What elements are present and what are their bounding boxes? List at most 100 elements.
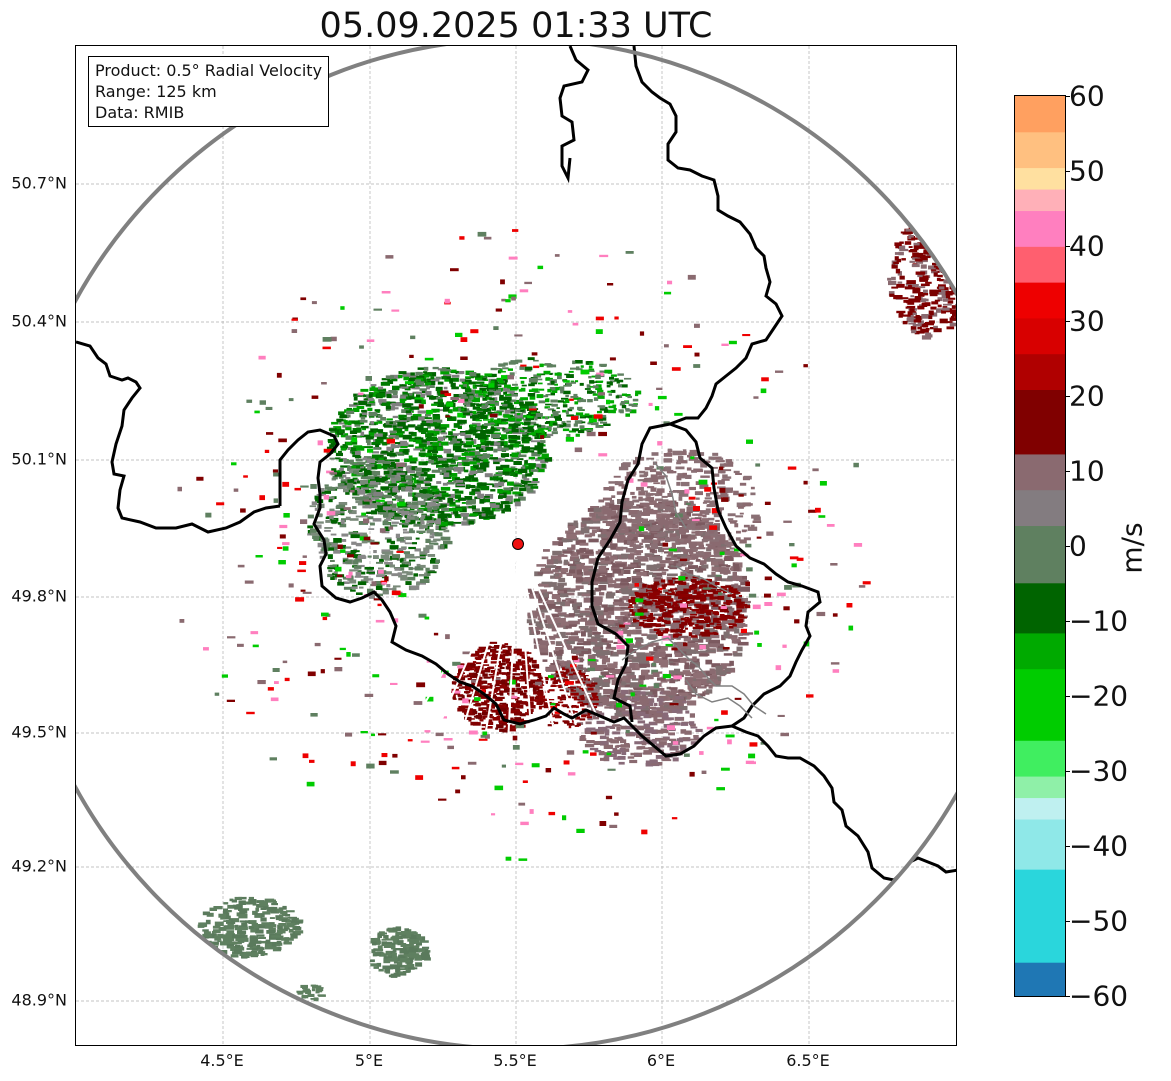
echo-cell (399, 418, 406, 421)
echo-cell (604, 729, 610, 733)
echo-cell (362, 410, 368, 416)
echo-cell (649, 500, 657, 505)
echo-cell (555, 566, 562, 570)
echo-cell (429, 396, 439, 400)
echo-cell (489, 641, 498, 644)
echo-cell (370, 421, 375, 425)
echo-cell (624, 748, 630, 752)
echo-cell (507, 646, 512, 651)
echo-cell (375, 439, 384, 444)
echo-cell (353, 560, 359, 565)
echo-cell (600, 740, 609, 746)
echo-cell (482, 680, 488, 684)
echo-cell (490, 670, 497, 673)
echo-cell (367, 401, 376, 406)
echo-cell (607, 663, 618, 669)
echo-cell (700, 560, 707, 565)
echo-cell (731, 638, 737, 644)
echo-cell (527, 421, 537, 425)
echo-cell (643, 674, 654, 680)
echo-cell (541, 428, 549, 430)
echo-cell (585, 620, 595, 626)
echo-cell (343, 420, 348, 423)
echo-cell (512, 383, 518, 386)
echo-cell (309, 505, 317, 508)
echo-cell (399, 420, 407, 423)
echo-cell (570, 685, 579, 689)
echo-cell (482, 673, 488, 677)
echo-cell (680, 493, 689, 497)
echo-cell (694, 541, 704, 546)
echo-cell (692, 513, 703, 516)
echo-cell (400, 519, 407, 522)
echo-cell (605, 502, 610, 507)
echo-cell (612, 731, 621, 735)
echo-cell (549, 373, 553, 375)
echo-cell (490, 489, 496, 492)
echo-cell (360, 388, 369, 392)
echo-cell (373, 555, 379, 559)
echo-cell (644, 730, 654, 734)
echo-cell (664, 653, 672, 658)
echo-cell (423, 366, 429, 371)
echo-cell (539, 640, 550, 645)
echo-cell (539, 609, 550, 613)
echo-cell (470, 654, 479, 657)
echo-cell (360, 476, 370, 480)
echo-cell (464, 691, 471, 694)
radar-map[interactable] (75, 45, 957, 1046)
echo-cell (382, 589, 389, 595)
echo-cell (580, 365, 584, 368)
echo-cell (397, 510, 406, 514)
echo-cell (563, 625, 568, 630)
echo-cell (487, 721, 494, 725)
echo-cell (678, 706, 688, 711)
echo-cell (621, 503, 626, 508)
echo-cell (534, 430, 540, 433)
echo-cell (695, 552, 705, 556)
echo-cell (467, 448, 476, 451)
echo-cell (562, 422, 567, 427)
echo-cell (479, 681, 485, 684)
echo-cell (698, 514, 704, 517)
echo-cell (436, 498, 442, 501)
echo-cell (555, 647, 564, 652)
echo-cell (605, 725, 614, 729)
echo-cell (643, 535, 654, 540)
echo-cell (684, 677, 694, 682)
echo-cell (326, 451, 331, 455)
echo-cell (560, 663, 565, 666)
echo-cell (674, 587, 682, 593)
echo-cell (668, 738, 677, 741)
echo-cell (565, 668, 576, 674)
echo-cell (587, 658, 597, 664)
echo-cell (689, 541, 698, 546)
echo-cell (698, 520, 705, 524)
echo-cell (507, 709, 515, 714)
echo-cell (614, 578, 621, 582)
echo-cell (400, 386, 409, 389)
echo-cell (546, 600, 555, 605)
echo-cell (430, 509, 439, 514)
echo-cell (446, 481, 455, 485)
echo-cell (558, 577, 566, 583)
echo-cell (658, 741, 667, 746)
echo-cell (537, 441, 544, 446)
echo-cell (657, 677, 666, 681)
echo-cell (356, 464, 361, 469)
echo-cell (601, 604, 608, 608)
echo-cell (522, 432, 527, 435)
echo-cell (352, 454, 361, 458)
echo-cell (641, 633, 648, 636)
echo-cell (584, 388, 591, 390)
echo-cell (739, 512, 744, 515)
echo-cell (683, 649, 692, 655)
echo-cell (361, 425, 369, 429)
echo-cell (725, 619, 737, 625)
echo-cell (509, 468, 518, 471)
echo-cell (439, 513, 448, 517)
echo-cell (627, 619, 632, 623)
echo-cell (417, 509, 424, 514)
echo-cell (370, 392, 377, 397)
echo-cell (537, 572, 544, 575)
